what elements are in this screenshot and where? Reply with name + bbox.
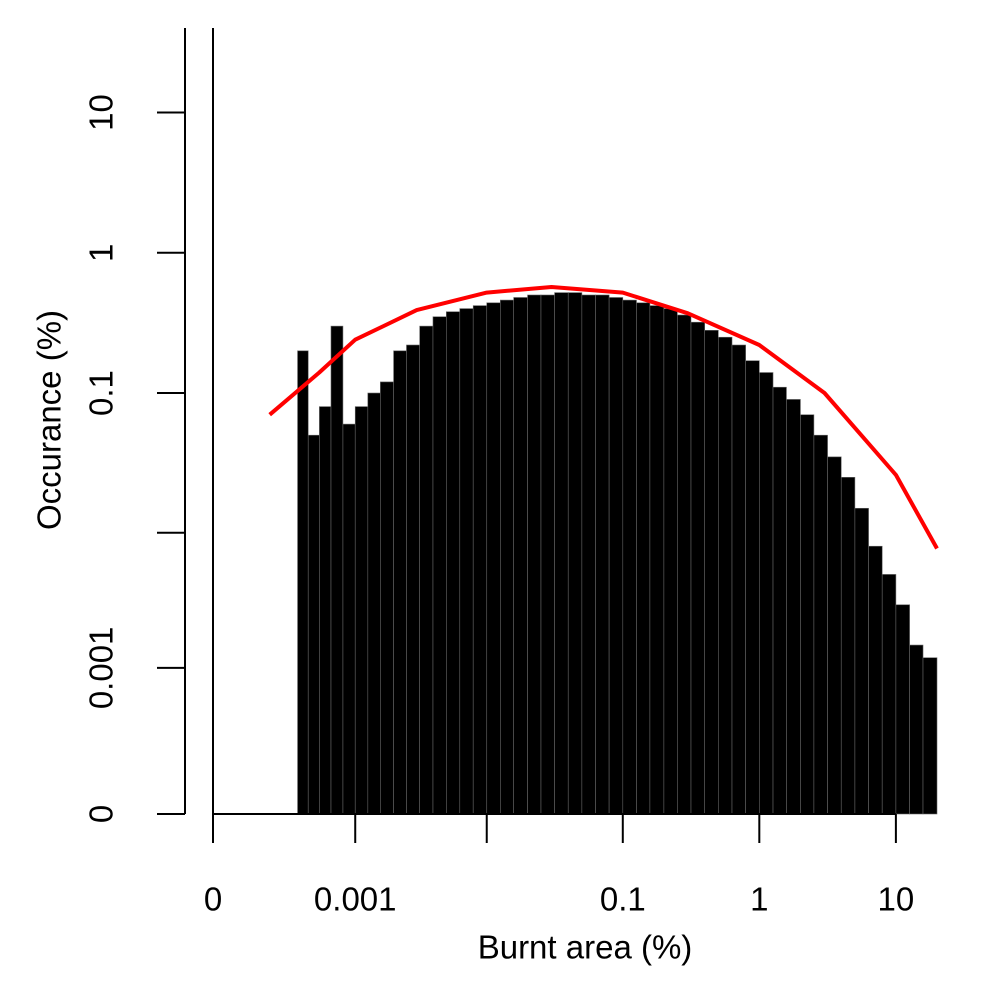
bar: [690, 321, 705, 815]
bar: [307, 434, 320, 815]
bar: [649, 305, 665, 815]
bar: [718, 336, 733, 815]
plot-area: [212, 28, 939, 815]
bar: [567, 292, 583, 815]
bar: [704, 330, 719, 815]
bar: [772, 386, 787, 815]
x-tick-label: 0.1: [600, 881, 646, 918]
bar: [297, 350, 309, 815]
bar: [459, 308, 474, 815]
bar: [800, 414, 815, 815]
bar: [595, 294, 610, 815]
bar: [854, 507, 869, 815]
bar: [922, 657, 938, 815]
bar: [895, 604, 910, 815]
bar: [500, 299, 514, 815]
fit-curve: [268, 285, 939, 550]
bar: [608, 297, 624, 815]
bar: [406, 344, 420, 815]
bar: [663, 308, 678, 815]
bar: [472, 305, 488, 815]
bar: [486, 302, 501, 815]
bar: [380, 381, 394, 815]
bar: [622, 299, 637, 815]
bar: [432, 316, 447, 815]
bar: [868, 545, 883, 815]
bar: [745, 360, 760, 815]
x-tick-label: 1: [750, 881, 768, 918]
bar: [813, 434, 828, 815]
bar: [367, 392, 381, 815]
y-tick-label: 1: [83, 244, 120, 262]
bar: [677, 314, 692, 815]
bar: [827, 456, 842, 815]
bar: [342, 423, 356, 815]
y-tick-label: 10: [83, 94, 120, 131]
bar: [909, 644, 924, 815]
bar: [513, 297, 528, 815]
bar: [881, 574, 897, 815]
bar: [354, 406, 369, 815]
y-tick-label: 0.1: [83, 370, 120, 416]
y-tick-label: 0: [83, 805, 120, 823]
x-tick-label: 10: [878, 881, 915, 918]
bar: [393, 350, 407, 815]
bar: [636, 302, 651, 815]
y-tick-label: 0.001: [83, 627, 120, 710]
bar: [446, 311, 461, 815]
x-tick-label: 0: [204, 881, 222, 918]
bar: [527, 294, 542, 815]
bar: [581, 294, 596, 815]
bar: [419, 325, 434, 815]
x-axis-label: Burnt area (%): [478, 929, 693, 966]
bar: [759, 372, 774, 815]
bar: [840, 477, 856, 815]
bar: [330, 325, 344, 815]
bar: [319, 406, 332, 815]
bar: [786, 399, 801, 815]
y-axis-label: Occurance (%): [31, 310, 68, 530]
bar: [540, 294, 555, 815]
bar: [554, 292, 569, 815]
x-tick-label: 0.001: [314, 881, 397, 918]
bar: [731, 344, 746, 815]
